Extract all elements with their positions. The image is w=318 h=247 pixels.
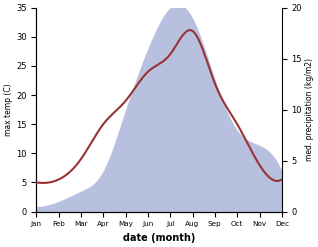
Y-axis label: med. precipitation (kg/m2): med. precipitation (kg/m2)	[305, 58, 314, 161]
Y-axis label: max temp (C): max temp (C)	[4, 83, 13, 136]
X-axis label: date (month): date (month)	[123, 233, 195, 243]
